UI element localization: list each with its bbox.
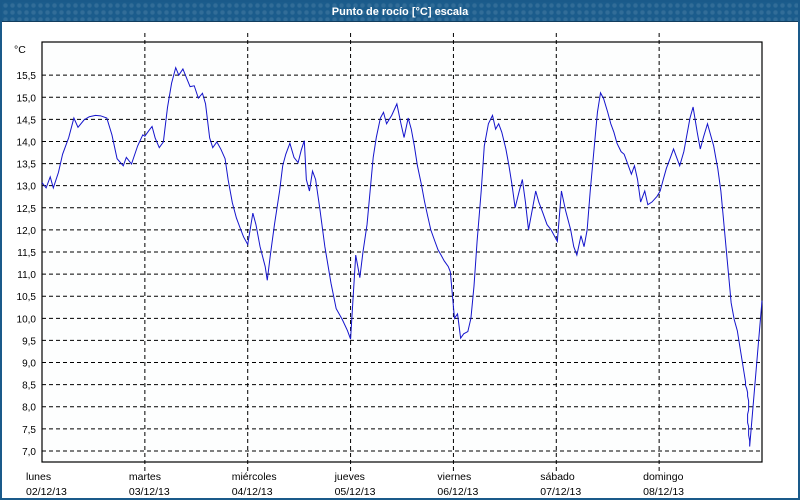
svg-text:13,0: 13,0 (17, 182, 37, 193)
svg-text:12,0: 12,0 (17, 226, 37, 237)
svg-text:sábado: sábado (540, 471, 575, 483)
svg-text:08/12/13: 08/12/13 (643, 486, 684, 498)
svg-text:martes: martes (129, 471, 161, 483)
svg-text:07/12/13: 07/12/13 (540, 486, 581, 498)
svg-text:06/12/13: 06/12/13 (437, 486, 478, 498)
svg-text:8,5: 8,5 (22, 381, 36, 392)
svg-text:11,0: 11,0 (17, 270, 36, 281)
svg-text:15,5: 15,5 (17, 71, 37, 82)
svg-text:lunes: lunes (26, 471, 51, 483)
svg-text:8,0: 8,0 (22, 403, 36, 414)
svg-text:12,5: 12,5 (17, 204, 37, 215)
svg-text:13,5: 13,5 (17, 160, 37, 171)
svg-text:7,5: 7,5 (22, 425, 36, 436)
svg-text:10,5: 10,5 (17, 292, 37, 303)
svg-text:viernes: viernes (437, 471, 471, 483)
svg-text:05/12/13: 05/12/13 (335, 486, 376, 498)
svg-text:15,0: 15,0 (17, 93, 37, 104)
svg-text:jueves: jueves (334, 471, 365, 483)
svg-text:14,5: 14,5 (17, 115, 37, 126)
svg-text:11,5: 11,5 (17, 248, 36, 259)
svg-text:°C: °C (14, 44, 26, 56)
svg-text:9,5: 9,5 (22, 336, 36, 347)
svg-text:03/12/13: 03/12/13 (129, 486, 170, 498)
svg-text:miércoles: miércoles (232, 471, 277, 483)
svg-text:10,0: 10,0 (17, 314, 37, 325)
svg-text:domingo: domingo (643, 471, 683, 483)
svg-text:02/12/13: 02/12/13 (26, 486, 67, 498)
svg-text:14,0: 14,0 (17, 137, 37, 148)
svg-text:7,0: 7,0 (22, 447, 36, 458)
svg-text:9,0: 9,0 (22, 359, 36, 370)
svg-text:04/12/13: 04/12/13 (232, 486, 273, 498)
